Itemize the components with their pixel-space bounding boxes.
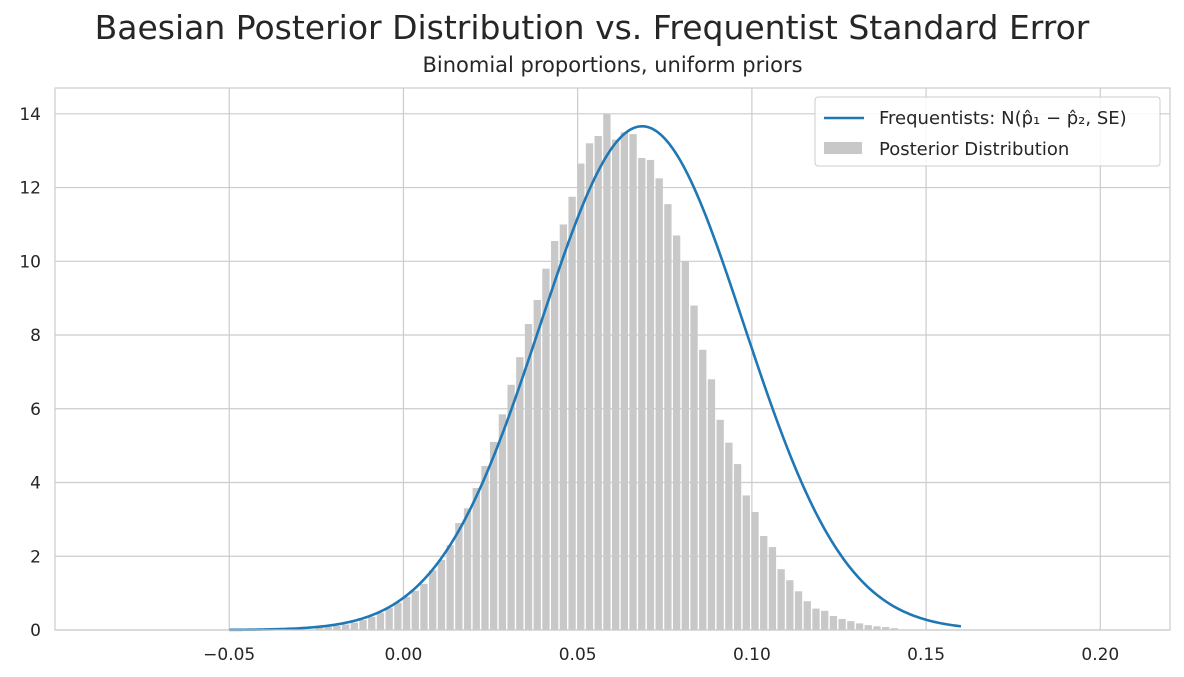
x-tick-label: 0.00 (385, 645, 423, 665)
histogram-bar (794, 591, 803, 630)
histogram-bar (620, 132, 629, 630)
plot-frame (54, 87, 1171, 631)
legend-label-frequentists: Frequentists: N(p̂₁ − p̂₂, SE) (879, 108, 1127, 129)
histogram-bar (359, 620, 367, 630)
histogram-bar (751, 512, 759, 630)
histogram-bar (429, 570, 437, 630)
histogram-bar (585, 143, 594, 630)
x-axis-ticks: −0.05 0.00 0.05 0.10 0.15 0.20 (203, 645, 1119, 665)
histogram-bar (402, 596, 411, 630)
histogram-bar (890, 628, 899, 630)
histogram-bar (655, 178, 663, 631)
legend-box (814, 96, 1161, 167)
histogram-bar (838, 618, 846, 630)
histogram-bar (594, 135, 602, 630)
histogram-bar (821, 610, 829, 630)
histogram-bar (551, 241, 559, 630)
y-axis-ticks: 0 2 4 6 8 10 12 14 (19, 105, 41, 641)
histogram-bar (333, 625, 341, 630)
histogram-bar (681, 261, 689, 630)
histogram-bar (786, 580, 794, 630)
histogram-bar (420, 583, 428, 630)
histogram-bar (341, 624, 350, 630)
y-tick-label: 6 (30, 400, 41, 420)
histogram-bar (437, 559, 446, 630)
y-tick-label: 2 (30, 547, 41, 567)
y-tick-label: 0 (30, 621, 41, 641)
histogram-bar (646, 159, 655, 631)
histogram-bar (864, 625, 872, 630)
histogram-bar (812, 608, 820, 630)
histogram-bar (472, 488, 480, 630)
histogram-bar (385, 607, 393, 630)
histogram-bar (882, 627, 890, 630)
y-tick-label: 10 (19, 252, 41, 272)
histogram-bar (446, 545, 454, 630)
histogram-bar (742, 495, 750, 630)
histogram-bar (777, 569, 785, 630)
histogram-bar (664, 204, 672, 630)
histogram-bar (803, 601, 811, 630)
y-tick-label: 4 (30, 474, 41, 494)
histogram-bar (638, 158, 646, 630)
histogram-bar (350, 622, 358, 630)
chart-subtitle: Binomial proportions, uniform priors (422, 53, 803, 77)
histogram-bar (533, 300, 541, 630)
histogram-bar (516, 357, 524, 630)
histogram-bar (455, 523, 463, 630)
histogram-bar (394, 602, 402, 630)
histogram-bar (672, 235, 681, 631)
chart-title: Baesian Posterior Distribution vs. Frequ… (94, 8, 1090, 47)
histogram-bar (716, 419, 724, 630)
x-tick-label: 0.15 (907, 645, 945, 665)
legend: Frequentists: N(p̂₁ − p̂₂, SE) Posterior… (814, 96, 1161, 167)
legend-bar-swatch (824, 142, 862, 154)
normal-curve-line (229, 124, 962, 632)
histogram-bar (829, 615, 838, 630)
histogram-bar (855, 623, 864, 630)
histogram-bar (524, 323, 533, 630)
histogram-bar (376, 612, 385, 630)
histogram-bar (411, 590, 419, 630)
x-tick-label: 0.20 (1081, 645, 1119, 665)
histogram-bar (699, 349, 707, 630)
y-tick-label: 8 (30, 326, 41, 346)
histogram-bar (611, 139, 620, 630)
histogram-bar (481, 465, 489, 630)
histogram-bar (725, 442, 733, 630)
x-tick-label: 0.05 (559, 645, 597, 665)
y-tick-label: 12 (19, 179, 41, 199)
histogram-bar (760, 535, 768, 630)
histogram-bar (498, 414, 507, 630)
histogram-bar (568, 196, 576, 630)
histogram-bar (707, 379, 716, 630)
histogram-bar (368, 616, 376, 630)
histogram-bar (463, 508, 472, 630)
x-tick-label: −0.05 (203, 645, 255, 665)
histogram-bar (324, 627, 332, 630)
histogram-bar (315, 627, 324, 630)
histogram-bar (847, 621, 855, 630)
normal-curve (229, 124, 962, 632)
histogram-bar (733, 464, 742, 630)
histogram-bar (559, 224, 568, 631)
legend-label-posterior: Posterior Distribution (879, 139, 1069, 160)
histogram-bar (629, 134, 637, 630)
histogram-bar (542, 268, 550, 630)
x-tick-label: 0.10 (733, 645, 771, 665)
histogram-bar (603, 113, 611, 631)
histogram-bar (507, 384, 515, 630)
histogram-bar (577, 163, 585, 631)
histogram-bar (490, 441, 498, 630)
histogram-bar (873, 626, 881, 630)
y-tick-label: 14 (19, 105, 41, 125)
histogram-bar (690, 305, 698, 630)
histogram-bars (315, 113, 899, 631)
histogram-bar (768, 547, 777, 630)
